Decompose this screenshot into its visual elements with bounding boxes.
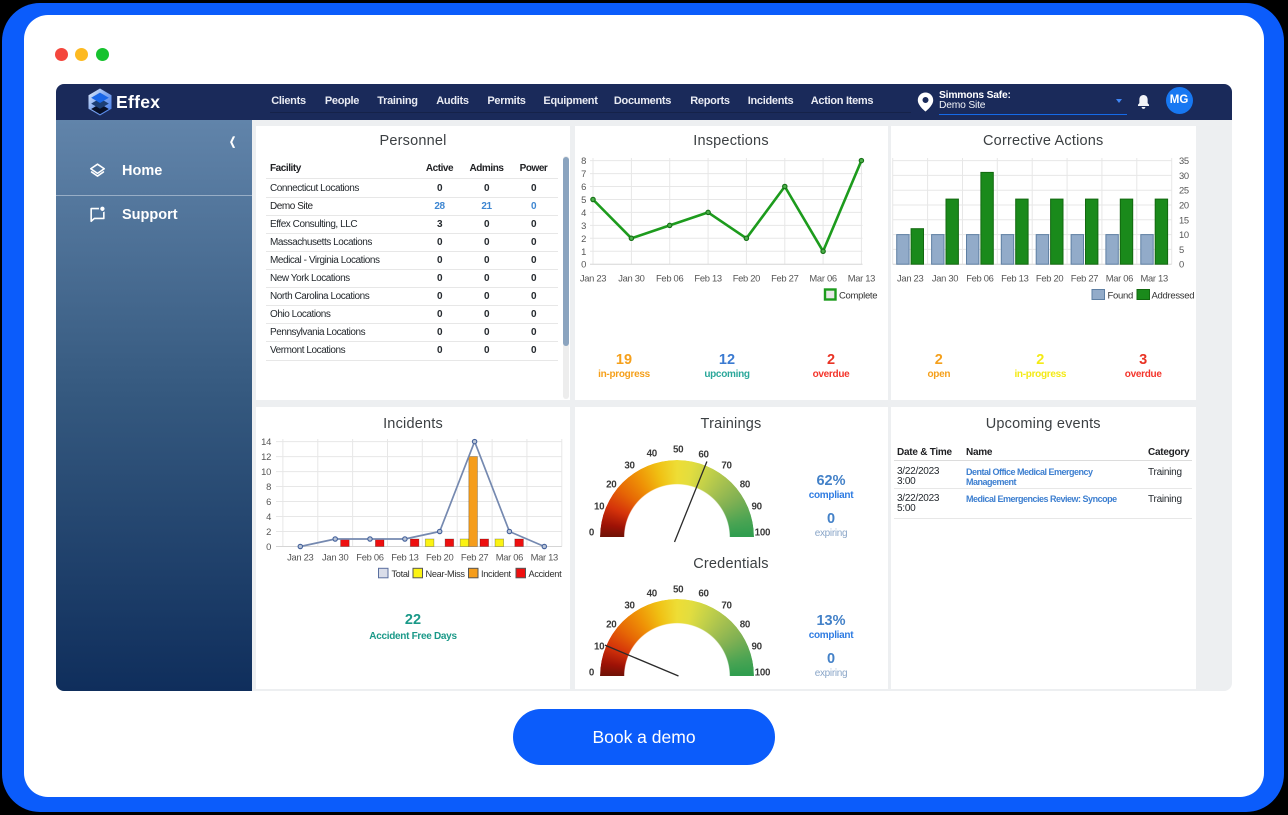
svg-text:8: 8 bbox=[266, 481, 271, 492]
svg-text:Total: Total bbox=[392, 569, 410, 579]
svg-text:20: 20 bbox=[1179, 200, 1189, 211]
svg-text:Accident: Accident bbox=[529, 569, 563, 579]
svg-text:0: 0 bbox=[1179, 259, 1184, 270]
svg-text:Feb 13: Feb 13 bbox=[694, 273, 721, 284]
svg-text:Mar 06: Mar 06 bbox=[1106, 273, 1133, 284]
svg-text:Feb 13: Feb 13 bbox=[391, 552, 418, 563]
svg-text:5: 5 bbox=[1179, 244, 1184, 255]
svg-text:Feb 06: Feb 06 bbox=[356, 552, 383, 563]
svg-text:14: 14 bbox=[261, 436, 271, 447]
svg-text:12: 12 bbox=[261, 451, 271, 462]
svg-text:Feb 06: Feb 06 bbox=[966, 273, 993, 284]
svg-text:Jan 23: Jan 23 bbox=[287, 552, 313, 563]
svg-text:7: 7 bbox=[581, 168, 586, 179]
svg-text:4: 4 bbox=[581, 207, 586, 218]
svg-text:3: 3 bbox=[581, 220, 586, 231]
svg-text:5: 5 bbox=[581, 194, 586, 205]
svg-text:15: 15 bbox=[1179, 214, 1189, 225]
svg-text:Mar 13: Mar 13 bbox=[848, 273, 875, 284]
svg-text:Jan 30: Jan 30 bbox=[618, 273, 644, 284]
svg-text:Jan 23: Jan 23 bbox=[580, 273, 606, 284]
svg-text:30: 30 bbox=[1179, 170, 1189, 181]
svg-text:Complete: Complete bbox=[839, 291, 877, 302]
svg-text:25: 25 bbox=[1179, 185, 1189, 196]
svg-text:0: 0 bbox=[581, 259, 586, 270]
svg-text:Mar 13: Mar 13 bbox=[1141, 273, 1168, 284]
svg-text:35: 35 bbox=[1179, 155, 1189, 166]
svg-text:Jan 30: Jan 30 bbox=[932, 273, 958, 284]
svg-text:Feb 20: Feb 20 bbox=[426, 552, 453, 563]
svg-text:Feb 27: Feb 27 bbox=[1071, 273, 1098, 284]
svg-text:10: 10 bbox=[261, 466, 271, 477]
svg-text:Feb 20: Feb 20 bbox=[1036, 273, 1063, 284]
svg-text:8: 8 bbox=[581, 155, 586, 166]
svg-text:Jan 30: Jan 30 bbox=[322, 552, 348, 563]
svg-text:Addressed: Addressed bbox=[1152, 291, 1195, 302]
svg-text:6: 6 bbox=[581, 181, 586, 192]
svg-text:4: 4 bbox=[266, 511, 271, 522]
svg-text:Feb 06: Feb 06 bbox=[656, 273, 683, 284]
svg-text:2: 2 bbox=[581, 233, 586, 244]
svg-text:Mar 13: Mar 13 bbox=[531, 552, 558, 563]
svg-text:Found: Found bbox=[1108, 291, 1133, 302]
svg-text:Feb 27: Feb 27 bbox=[461, 552, 488, 563]
svg-text:Feb 27: Feb 27 bbox=[771, 273, 798, 284]
svg-text:6: 6 bbox=[266, 496, 271, 507]
svg-text:1: 1 bbox=[581, 246, 586, 257]
svg-text:2: 2 bbox=[266, 526, 271, 537]
svg-text:Mar 06: Mar 06 bbox=[496, 552, 523, 563]
svg-text:Mar 06: Mar 06 bbox=[809, 273, 836, 284]
svg-text:Feb 20: Feb 20 bbox=[733, 273, 760, 284]
svg-text:Jan 23: Jan 23 bbox=[897, 273, 923, 284]
svg-text:Near-Miss: Near-Miss bbox=[426, 569, 466, 579]
svg-text:10: 10 bbox=[1179, 229, 1189, 240]
svg-text:0: 0 bbox=[266, 541, 271, 552]
svg-text:Feb 13: Feb 13 bbox=[1001, 273, 1028, 284]
svg-text:Incident: Incident bbox=[481, 569, 512, 579]
